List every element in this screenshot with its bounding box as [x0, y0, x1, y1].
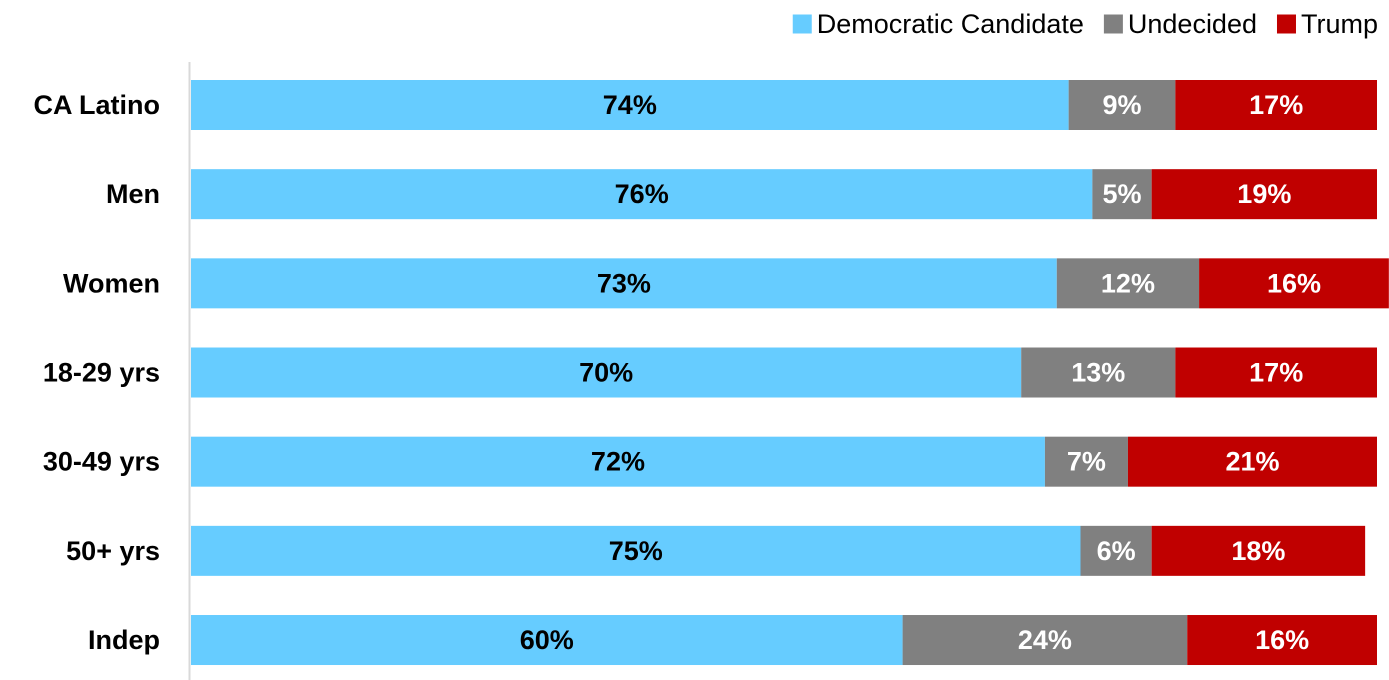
bar-row-women: 73% 12% 16%	[191, 258, 1389, 309]
category-label-30-49-yrs: 30-49 yrs	[43, 447, 160, 477]
data-label-undecided-men: 5%	[1102, 179, 1141, 209]
legend-swatch-trump	[1276, 14, 1296, 34]
bar-undecided-ca-latino	[1068, 80, 1176, 130]
category-label-men: Men	[106, 179, 160, 209]
data-label-trump-50-yrs: 18%	[1231, 536, 1285, 566]
plot-area: 74% 9% 17% 76% 5% 19% 73% 12% 16% 70% 13% 17% 72% 7% 2…	[191, 80, 1389, 666]
bar-trump-men	[1151, 169, 1377, 220]
bar-trump-ca-latino	[1175, 80, 1377, 130]
category-label-50-yrs: 50+ yrs	[66, 536, 160, 566]
data-label-trump-30-49-yrs: 21%	[1225, 447, 1279, 477]
data-label-undecided-indep: 24%	[1018, 625, 1072, 655]
bar-trump-50-yrs	[1151, 525, 1366, 576]
data-label-trump-women: 16%	[1267, 268, 1321, 298]
data-label-democratic-candidate-30-49-yrs: 72%	[591, 447, 645, 477]
bar-democratic-candidate-18-29-yrs	[191, 347, 1022, 398]
bar-undecided-men	[1092, 169, 1152, 220]
bar-democratic-candidate-50-yrs	[191, 525, 1081, 576]
bar-trump-women	[1199, 258, 1389, 309]
data-label-undecided-ca-latino: 9%	[1102, 90, 1141, 120]
bar-undecided-18-29-yrs	[1021, 347, 1176, 398]
legend-label-trump: Trump	[1301, 9, 1378, 39]
bar-trump-18-29-yrs	[1175, 347, 1377, 398]
bar-democratic-candidate-women	[191, 258, 1057, 309]
category-label-indep: Indep	[88, 625, 160, 655]
data-label-democratic-candidate-ca-latino: 74%	[603, 90, 657, 120]
bar-democratic-candidate-30-49-yrs	[191, 436, 1045, 487]
category-label-women: Women	[63, 268, 160, 298]
data-label-undecided-50-yrs: 6%	[1097, 536, 1136, 566]
legend-swatch-democratic-candidate	[792, 14, 812, 34]
category-label-ca-latino: CA Latino	[34, 90, 160, 120]
category-label-18-29-yrs: 18-29 yrs	[43, 358, 160, 388]
legend-swatch-undecided	[1103, 14, 1123, 34]
legend-label-undecided: Undecided	[1128, 9, 1257, 39]
data-label-trump-ca-latino: 17%	[1249, 90, 1303, 120]
legend: Democratic Candidate Undecided Trump	[792, 9, 1378, 39]
bar-democratic-candidate-men	[191, 169, 1093, 220]
bar-democratic-candidate-indep	[191, 615, 903, 666]
bar-row-indep: 60% 24% 16%	[191, 615, 1377, 666]
legend-item-undecided: Undecided	[1103, 9, 1257, 39]
data-label-democratic-candidate-indep: 60%	[520, 625, 574, 655]
bar-row-50-yrs: 75% 6% 18%	[191, 525, 1366, 576]
data-label-democratic-candidate-18-29-yrs: 70%	[579, 358, 633, 388]
bar-row-ca-latino: 74% 9% 17%	[191, 80, 1377, 130]
bar-trump-indep	[1187, 615, 1377, 666]
data-label-trump-18-29-yrs: 17%	[1249, 358, 1303, 388]
category-axis: CA Latino Men Women 18-29 yrs 30-49 yrs 50+ y…	[34, 90, 160, 655]
bar-undecided-30-49-yrs	[1044, 436, 1128, 487]
legend-item-democratic-candidate: Democratic Candidate	[792, 9, 1084, 39]
data-label-undecided-30-49-yrs: 7%	[1067, 447, 1106, 477]
bar-undecided-indep	[902, 615, 1188, 666]
bar-trump-30-49-yrs	[1127, 436, 1377, 487]
data-label-democratic-candidate-women: 73%	[597, 268, 651, 298]
data-label-trump-indep: 16%	[1255, 625, 1309, 655]
bar-undecided-women	[1056, 258, 1200, 309]
legend-item-trump: Trump	[1276, 9, 1378, 39]
bar-row-30-49-yrs: 72% 7% 21%	[191, 436, 1377, 487]
bar-row-18-29-yrs: 70% 13% 17%	[191, 347, 1377, 398]
bar-undecided-50-yrs	[1080, 525, 1152, 576]
data-label-undecided-18-29-yrs: 13%	[1071, 358, 1125, 388]
data-label-democratic-candidate-men: 76%	[615, 179, 669, 209]
bar-democratic-candidate-ca-latino	[191, 80, 1069, 130]
data-label-trump-men: 19%	[1237, 179, 1291, 209]
data-label-undecided-women: 12%	[1101, 268, 1155, 298]
data-label-democratic-candidate-50-yrs: 75%	[609, 536, 663, 566]
bar-row-men: 76% 5% 19%	[191, 169, 1377, 220]
legend-label-democratic-candidate: Democratic Candidate	[817, 9, 1084, 39]
